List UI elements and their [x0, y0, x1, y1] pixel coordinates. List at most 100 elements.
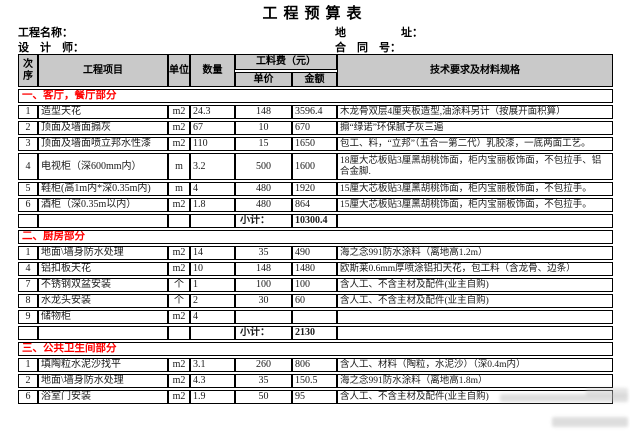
cell-spec: 木龙骨双层4厘夹板造型,油涂料另计（按展开面积算） [337, 105, 613, 120]
cell-unit: m2 [168, 198, 190, 213]
budget-table: 次序 工程项目 单位 数量 工料费（元） 技术要求及材料规格 单价 金额 一、客… [18, 52, 613, 406]
cell-spec: 欧斯莱0.6mm厚喷涂铝扣天花，包工料（含龙骨、边条） [337, 262, 613, 277]
cell-unit-price: 480 [235, 198, 292, 213]
cell-unit [168, 326, 190, 341]
cell-qty: 1.8 [190, 198, 235, 213]
cell-seq: 6 [18, 390, 38, 405]
table-row: 1 地面\墙身防水处理 m2 14 35 490 海之念991防水涂料（离地高1.2m） [18, 246, 613, 261]
cell-seq: 6 [18, 198, 38, 213]
header-unit-price: 单价 [235, 71, 292, 87]
cell-seq: 2 [18, 121, 38, 136]
cell-spec: 海之念991防水涂料（离地高1.8m） [337, 374, 613, 389]
cell-seq: 1 [18, 358, 38, 373]
section-row: 一、客厅，餐厅部分 [18, 89, 613, 104]
subtotal-amount: 2130 [292, 326, 337, 341]
cell-item: 地面\墙身防水处理 [38, 374, 168, 389]
cell-qty: 67 [190, 121, 235, 136]
table-row: 4 电视柜（深600mm内） m 3.2 500 1600 18厘大芯板贴3厘黑胡桃饰面，柜… [18, 153, 613, 181]
cell-item: 电视柜（深600mm内） [38, 153, 168, 181]
cell-amount: 1650 [292, 137, 337, 152]
cell-qty: 3.2 [190, 153, 235, 181]
header-qty: 数量 [190, 54, 235, 87]
table-row: 1 填陶粒水泥沙找平 m2 3.1 260 806 含人工、材料（陶粒，水泥沙）（深0.4m… [18, 358, 613, 373]
subtotal-amount: 10300.4 [292, 214, 337, 229]
cell-seq: 2 [18, 374, 38, 389]
cell-qty [190, 326, 235, 341]
budget-table-body: 一、客厅，餐厅部分 1 造型天花 m2 24.3 148 3596.4 木龙骨双层4厘夹板造型… [18, 89, 613, 405]
cell-qty: 4 [190, 182, 235, 197]
header-fee-group: 工料费（元） [235, 54, 337, 70]
table-row: 8 水龙头安装个 2 30 60 含人工、不含主材及配件(业主自购) [18, 294, 613, 309]
table-header: 次序 工程项目 单位 数量 工料费（元） 技术要求及材料规格 单价 金额 [18, 54, 613, 87]
cell-amount: 150.5 [292, 374, 337, 389]
cell-seq: 1 [18, 246, 38, 261]
header-amount: 金额 [292, 71, 337, 87]
table-row: 1 造型天花 m2 24.3 148 3596.4 木龙骨双层4厘夹板造型,油涂料另计（按展… [18, 105, 613, 120]
cell-unit: m2 [168, 374, 190, 389]
cell-item: 浴室门安装 [38, 390, 168, 405]
cell-item: 地面\墙身防水处理 [38, 246, 168, 261]
cell-item: 储物柜 [38, 310, 168, 325]
cell-spec: 海之念991防水涂料（离地高1.2m） [337, 246, 613, 261]
cell-unit: m2 [168, 262, 190, 277]
designer-label: 设 计 师： [18, 42, 84, 54]
cell-seq: 3 [18, 137, 38, 152]
cell-qty: 4.3 [190, 374, 235, 389]
cell-unit-price: 50 [235, 390, 292, 405]
cell-item: 酒柜（深0.35m以内） [38, 198, 168, 213]
section-title: 一、客厅，餐厅部分 [18, 89, 613, 104]
cell-qty: 1.9 [190, 390, 235, 405]
cell-unit: m [168, 182, 190, 197]
cell-seq [18, 326, 38, 341]
table-row: 6 酒柜（深0.35m以内） m2 1.8 480 864 15厘大芯板贴3厘黑胡桃饰面，柜… [18, 198, 613, 213]
cell-amount: 100 [292, 278, 337, 293]
header-item: 工程项目 [38, 54, 168, 87]
section-row: 三、公共卫生间部分 [18, 342, 613, 357]
cell-seq [18, 214, 38, 229]
meta-line-2: 设 计 师： 合 同 号： [18, 39, 618, 55]
cell-spec: 15厘大芯板贴3厘黑胡桃饰面，柜内宝丽板饰面，不包拉手。 [337, 198, 613, 213]
cell-qty: 110 [190, 137, 235, 152]
cell-amount: 1480 [292, 262, 337, 277]
cell-unit: m2 [168, 246, 190, 261]
cell-unit [168, 214, 190, 229]
cell-unit-price: 15 [235, 137, 292, 152]
header-spec: 技术要求及材料规格 [337, 54, 613, 87]
cell-unit: m2 [168, 358, 190, 373]
cell-amount: 490 [292, 246, 337, 261]
subtotal-row: 小计： 10300.4 [18, 214, 613, 229]
section-title: 二、厨房部分 [18, 230, 613, 245]
cell-spec [337, 214, 613, 229]
table-row: 4 铝扣板天花 m2 10 148 1480 欧斯莱0.6mm厚喷涂铝扣天花，包工料（含龙骨… [18, 262, 613, 277]
cell-unit-price: 260 [235, 358, 292, 373]
cell-seq: 8 [18, 294, 38, 309]
cell-unit-price: 10 [235, 121, 292, 136]
cell-unit-price [235, 310, 292, 325]
cell-amount: 3596.4 [292, 105, 337, 120]
section-row: 二、厨房部分 [18, 230, 613, 245]
header-unit: 单位 [168, 54, 190, 87]
cell-qty: 14 [190, 246, 235, 261]
table-row: 2 地面\墙身防水处理 m2 4.3 35 150.5 海之念991防水涂料（离地高1.8m… [18, 374, 613, 389]
contract-label: 合 同 号： [335, 42, 401, 54]
cell-spec: 包工、料，“立邦”（五合一第二代）乳胶漆，一底两面工艺。 [337, 137, 613, 152]
section-title: 三、公共卫生间部分 [18, 342, 613, 357]
cell-amount: 864 [292, 198, 337, 213]
cell-unit: m2 [168, 137, 190, 152]
cell-item: 鞋柜(高1m内*深0.35m内) [38, 182, 168, 197]
cell-item: 顶面及墙面搧灰 [38, 121, 168, 136]
cell-amount [292, 310, 337, 325]
table-row: 5 鞋柜(高1m内*深0.35m内) m 4 480 1920 15厘大芯板贴3厘黑胡桃饰面… [18, 182, 613, 197]
cell-unit: m2 [168, 390, 190, 405]
cell-item: 不锈钢双盆安装 [38, 278, 168, 293]
table-row: 7 不锈钢双盆安装个 1 100 100 含人工、不含主材及配件(业主自购) [18, 278, 613, 293]
meta-line-1: 工程名称： 地 址： [18, 24, 618, 40]
cell-unit-price: 480 [235, 182, 292, 197]
cell-seq: 7 [18, 278, 38, 293]
cell-unit-price: 148 [235, 105, 292, 120]
cell-spec: 含人工、材料（陶粒，水泥沙）（深0.4m内） [337, 358, 613, 373]
cell-unit-price: 100 [235, 278, 292, 293]
watermark [500, 394, 628, 402]
page-title: 工程预算表 [262, 6, 368, 22]
